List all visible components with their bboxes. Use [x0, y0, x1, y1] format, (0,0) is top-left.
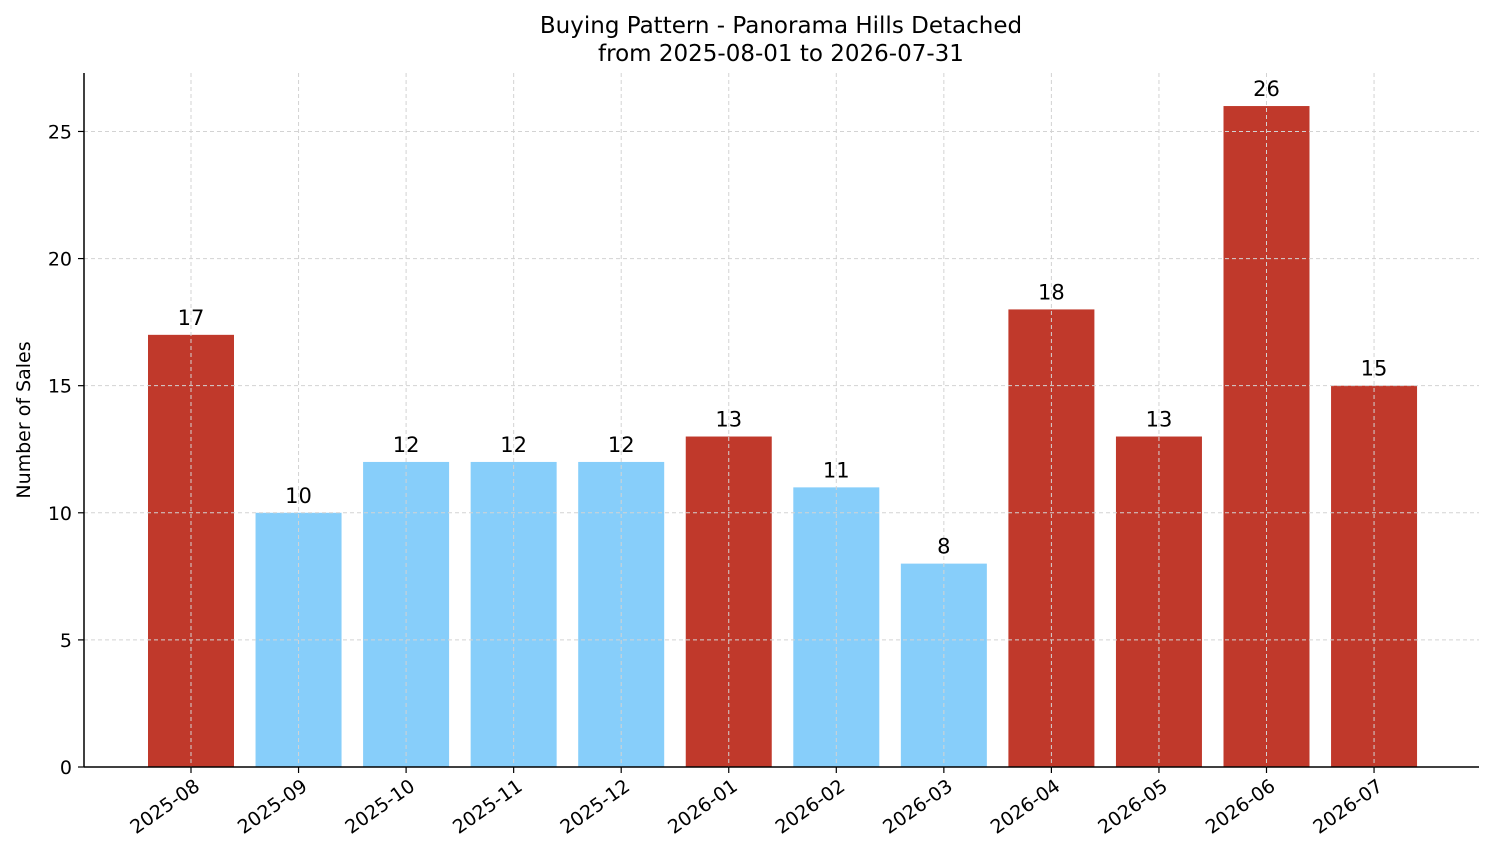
y-tick-label: 15 [48, 376, 72, 398]
chart-title: Buying Pattern - Panorama Hills Detached [540, 13, 1022, 39]
y-axis-label: Number of Sales [13, 341, 35, 498]
data-label: 17 [178, 306, 205, 330]
x-tick-label: 2026-04 [987, 775, 1065, 839]
data-label: 10 [285, 484, 312, 508]
data-label: 11 [823, 458, 850, 482]
x-tick-label: 2026-01 [664, 775, 742, 839]
x-tick-label: 2026-07 [1309, 775, 1387, 839]
x-tick-label: 2026-05 [1094, 775, 1172, 839]
data-labels: 17 10 12 12 12 13 11 8 18 13 26 15 [178, 77, 1388, 559]
bar [1223, 106, 1310, 768]
y-tick-label: 10 [48, 503, 72, 525]
data-label: 8 [937, 535, 950, 559]
data-label: 12 [500, 433, 527, 457]
data-label: 15 [1361, 357, 1388, 381]
x-tick-label: 2026-06 [1202, 775, 1280, 839]
y-tick-label: 25 [48, 121, 72, 143]
data-label: 13 [1146, 408, 1173, 432]
x-tick-label: 2025-09 [234, 775, 312, 839]
grid-lines [84, 73, 1479, 767]
x-tick-label: 2026-03 [879, 775, 957, 839]
x-tick-label: 2025-12 [556, 775, 634, 839]
x-tick-label: 2025-10 [341, 775, 419, 839]
x-tick-label: 2025-11 [449, 775, 527, 839]
bar [1331, 385, 1418, 767]
y-tick-label: 20 [48, 249, 72, 271]
data-label: 13 [715, 408, 742, 432]
x-tick-label: 2025-08 [126, 775, 204, 839]
x-axis-ticks: 2025-08 2025-09 2025-10 2025-11 2025-12 2026-… [126, 767, 1387, 839]
bars [148, 106, 1418, 768]
data-label: 12 [393, 433, 420, 457]
chart-subtitle: from 2025-08-01 to 2026-07-31 [598, 41, 964, 67]
y-tick-label: 0 [60, 757, 72, 779]
x-tick-label: 2026-02 [772, 775, 850, 839]
data-label: 18 [1038, 280, 1065, 304]
y-axis-ticks: 0 5 10 15 20 25 [48, 121, 84, 779]
y-tick-label: 5 [60, 630, 72, 652]
data-label: 12 [608, 433, 635, 457]
data-label: 26 [1253, 77, 1280, 101]
axes [83, 73, 1479, 768]
